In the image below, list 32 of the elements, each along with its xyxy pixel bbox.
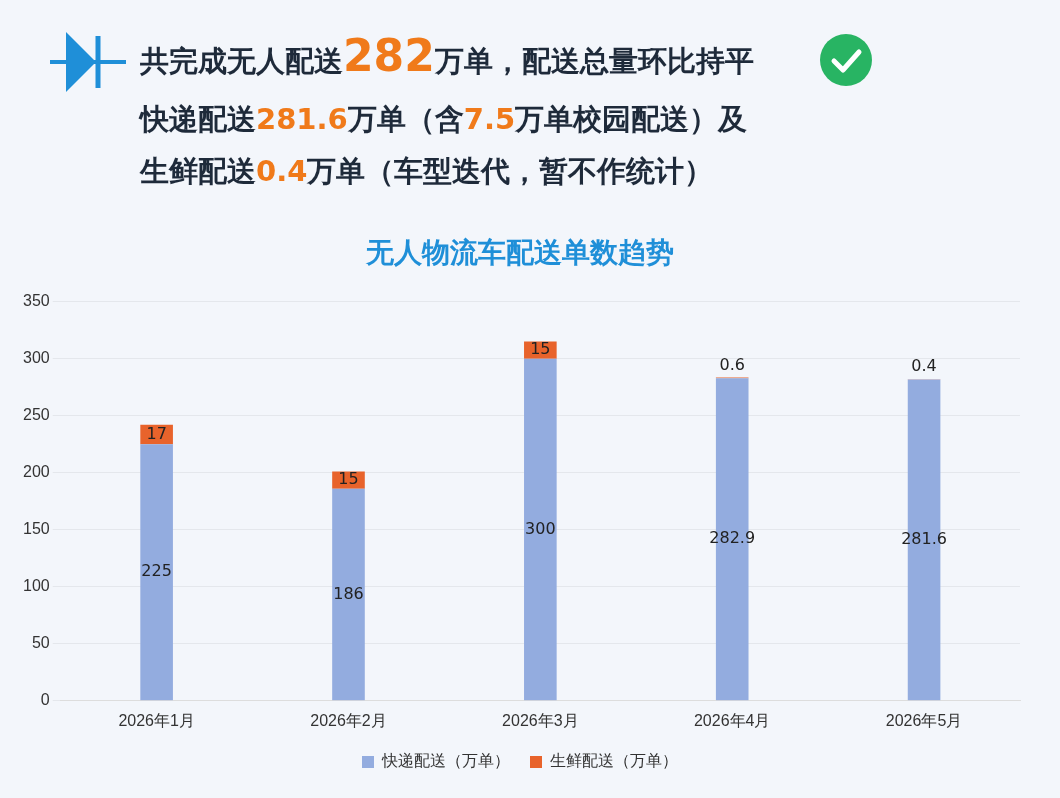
text: 快递配送281.6万单（含7.5万单校园配送）及 xyxy=(140,101,748,138)
data-label: 0.4 xyxy=(911,356,937,376)
text: 生鲜配送0.4万单（车型迭代，暂不作统计） xyxy=(140,153,714,190)
y-tick-label: 350 xyxy=(22,292,50,310)
legend-label: 生鲜配送（万单） xyxy=(550,752,678,770)
x-tick-label: 2026年3月 xyxy=(502,711,579,729)
legend-label: 快递配送（万单） xyxy=(381,752,510,770)
data-label: 15 xyxy=(530,339,551,359)
data-label: 300 xyxy=(525,518,556,538)
y-tick-label: 250 xyxy=(22,406,50,424)
bar xyxy=(524,358,557,701)
y-tick-label: 50 xyxy=(31,634,50,652)
x-tick-label: 2026年5月 xyxy=(885,711,963,729)
data-label: 0.6 xyxy=(719,354,745,374)
bar xyxy=(332,488,365,701)
data-label: 17 xyxy=(146,423,167,443)
y-tick-label: 150 xyxy=(22,520,50,538)
y-tick-label: 100 xyxy=(22,577,50,595)
y-tick-label: 300 xyxy=(22,349,50,367)
data-label: 282.9 xyxy=(709,528,756,548)
data-label: 225 xyxy=(141,561,172,581)
x-tick-label: 2026年1月 xyxy=(118,711,195,729)
data-label: 281.6 xyxy=(901,529,947,549)
data-label: 15 xyxy=(338,469,359,489)
y-tick-label: 0 xyxy=(40,691,50,709)
x-tick-label: 2026年2月 xyxy=(310,711,387,729)
bar xyxy=(140,444,173,701)
chart-title: 无人物流车配送单数趋势 xyxy=(365,236,674,270)
x-tick-label: 2026年4月 xyxy=(693,711,771,729)
text: 共完成无人配送282万单，配送总量环比持平 xyxy=(140,30,754,82)
y-tick-label: 200 xyxy=(22,463,50,481)
data-label: 186 xyxy=(333,583,364,603)
